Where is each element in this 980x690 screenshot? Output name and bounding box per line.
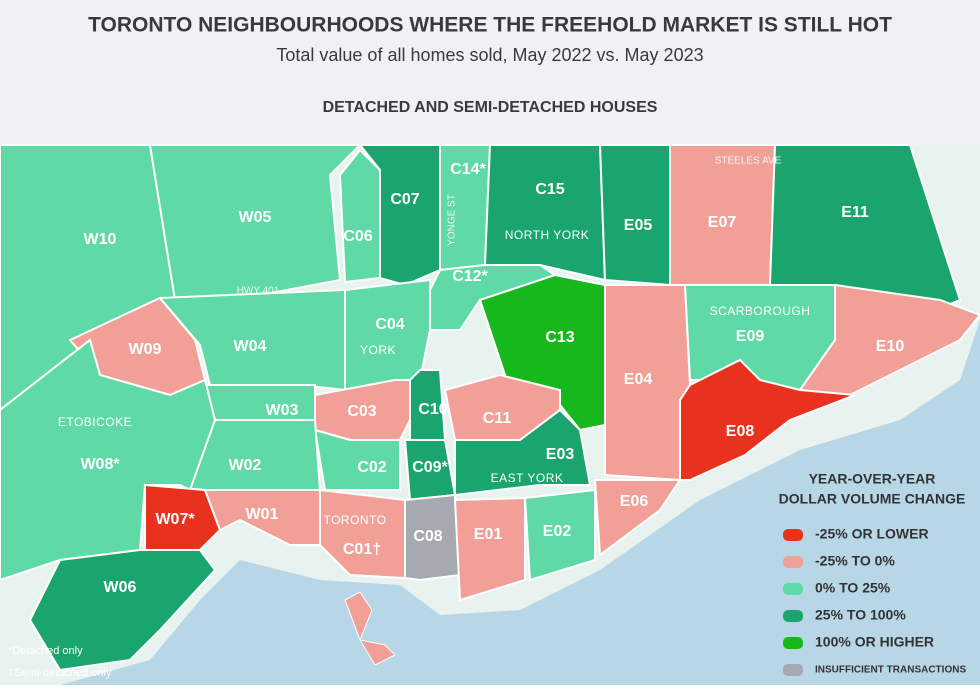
legend-label: -25% TO 0%	[815, 553, 895, 569]
region-label: C09*	[412, 459, 448, 476]
region-label: E03	[546, 446, 575, 463]
road-label: YONGE ST	[447, 194, 458, 246]
legend-label: INSUFFICIENT TRANSACTIONS	[815, 665, 966, 676]
region	[598, 144, 671, 287]
region	[454, 408, 592, 497]
region-label: C11	[483, 410, 512, 427]
place-name: EAST YORK	[491, 471, 564, 485]
region-label: C07	[390, 191, 419, 208]
region-label: C14*	[450, 161, 486, 178]
region	[523, 488, 596, 582]
region-label: W01	[246, 506, 279, 523]
legend-label: 100% OR HIGHER	[815, 634, 934, 650]
footnote: †Semi-detached only	[8, 667, 112, 679]
region-label: W07*	[155, 511, 195, 528]
region-label: C03	[347, 403, 376, 420]
footnote: *Detached only	[8, 645, 83, 657]
region	[144, 483, 222, 551]
legend-swatch	[783, 637, 803, 649]
regions	[0, 144, 980, 672]
region-label: E11	[841, 204, 869, 221]
place-name: ETOBICOKE	[58, 415, 132, 429]
region-label: C08	[413, 528, 442, 545]
region	[203, 384, 316, 421]
region	[679, 358, 856, 481]
region-label: W10	[84, 231, 117, 248]
region-label: C13	[545, 329, 574, 346]
legend-label: -25% OR LOWER	[815, 526, 929, 542]
region	[593, 479, 682, 557]
region	[483, 144, 607, 282]
region-label: C02	[357, 459, 386, 476]
header-bg	[0, 0, 980, 145]
region-label: E08	[726, 423, 755, 440]
region-label: E06	[620, 493, 649, 510]
subtitle: Total value of all homes sold, May 2022 …	[276, 45, 703, 65]
islands	[344, 591, 396, 666]
region-label: W06	[104, 579, 137, 596]
title: TORONTO NEIGHBOURHOODS WHERE THE FREEHOL…	[88, 14, 892, 37]
place-name: NORTH YORK	[505, 228, 590, 242]
region	[404, 493, 462, 582]
region	[798, 283, 980, 397]
legend-swatch	[783, 556, 803, 568]
section-title: DETACHED AND SEMI-DETACHED HOUSES	[323, 99, 658, 116]
region-label: E10	[876, 338, 905, 355]
region	[409, 369, 447, 441]
region	[313, 428, 401, 491]
legend-title: YEAR-OVER-YEAR	[809, 471, 936, 487]
region-label: E01	[474, 526, 503, 543]
region-label: C01†	[343, 541, 381, 558]
region-label: E04	[624, 371, 653, 388]
region-label: C15	[535, 181, 564, 198]
road-label: STEELES AVE	[715, 156, 782, 167]
region-label: W02	[229, 457, 262, 474]
region-label: E05	[624, 217, 653, 234]
region-label: C12*	[452, 268, 488, 285]
region-label: C04	[375, 316, 404, 333]
region	[338, 148, 381, 284]
region-label: C10	[418, 401, 447, 418]
region	[478, 273, 606, 432]
region-label: E07	[708, 214, 737, 231]
place-name: YORK	[360, 343, 396, 357]
region-label: W09	[129, 341, 162, 358]
region	[319, 488, 406, 580]
region-label: E02	[543, 523, 572, 540]
legend-label: 0% TO 25%	[815, 580, 891, 596]
region	[453, 496, 526, 602]
place-name: SCARBOROUGH	[710, 304, 811, 318]
region-label: E09	[736, 328, 765, 345]
labels: W10 W05 C06 C07 C14* C15 E05 E07 E11 C12* C13 E04 E0…	[8, 156, 966, 679]
region-label: W08*	[80, 456, 120, 473]
legend-swatch	[783, 529, 803, 541]
legend-swatch	[783, 583, 803, 595]
legend-swatch	[783, 610, 803, 622]
legend-label: 25% TO 100%	[815, 607, 906, 623]
region	[28, 549, 217, 672]
road-label: HWY 401	[237, 286, 280, 297]
legend-swatch	[783, 664, 803, 676]
region-label: W04	[234, 338, 267, 355]
place-name: TORONTO	[323, 513, 386, 527]
legend-title: DOLLAR VOLUME CHANGE	[779, 491, 966, 507]
region-label: W05	[239, 209, 272, 226]
region-label: W03	[266, 402, 299, 419]
region-label: C06	[343, 228, 372, 245]
